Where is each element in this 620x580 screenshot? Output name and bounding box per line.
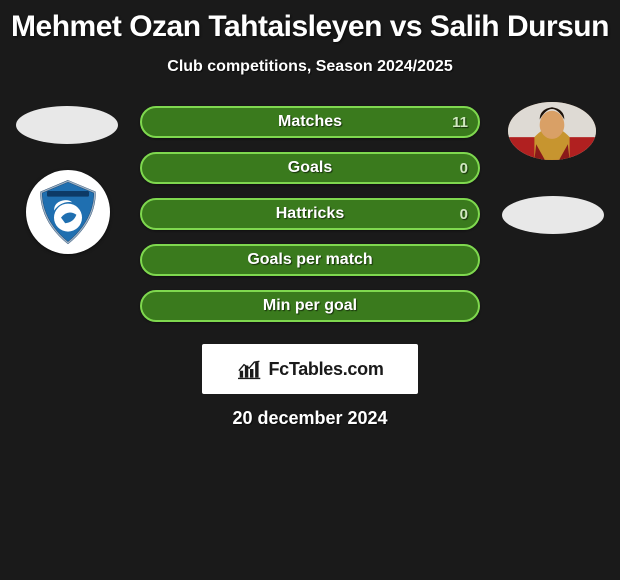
- stat-label: Matches: [142, 113, 478, 131]
- season-subtitle: Club competitions, Season 2024/2025: [0, 58, 620, 76]
- right-player-column: [492, 106, 602, 322]
- stat-value: 0: [460, 206, 468, 223]
- stat-bar-min-per-goal: Min per goal: [140, 290, 480, 322]
- brand-text: FcTables.com: [268, 359, 383, 380]
- stat-label: Hattricks: [142, 205, 478, 223]
- stat-bars: Matches 11 Goals 0 Hattricks 0 Goals per…: [140, 106, 480, 322]
- brand-watermark: FcTables.com: [202, 344, 418, 394]
- left-player-avatar-placeholder: [16, 106, 118, 144]
- stat-bar-goals: Goals 0: [140, 152, 480, 184]
- stat-label: Goals: [142, 159, 478, 177]
- right-player-photo: [508, 102, 596, 160]
- stat-bar-goals-per-match: Goals per match: [140, 244, 480, 276]
- left-club-crest: [26, 170, 110, 254]
- snapshot-date: 20 december 2024: [0, 408, 620, 429]
- bar-chart-icon: [236, 357, 264, 381]
- stat-label: Min per goal: [142, 297, 478, 315]
- stat-value: 11: [452, 114, 468, 131]
- comparison-body: Matches 11 Goals 0 Hattricks 0 Goals per…: [0, 106, 620, 322]
- stat-bar-matches: Matches 11: [140, 106, 480, 138]
- infographic-card: Mehmet Ozan Tahtaisleyen vs Salih Dursun…: [0, 0, 620, 429]
- stat-value: 0: [460, 160, 468, 177]
- player-photo-icon: [508, 102, 596, 160]
- comparison-title: Mehmet Ozan Tahtaisleyen vs Salih Dursun: [0, 10, 620, 44]
- erzurumspor-crest-icon: [33, 177, 103, 247]
- stat-bar-hattricks: Hattricks 0: [140, 198, 480, 230]
- right-club-crest-placeholder: [502, 196, 604, 234]
- stat-label: Goals per match: [142, 251, 478, 269]
- left-player-column: [18, 106, 128, 322]
